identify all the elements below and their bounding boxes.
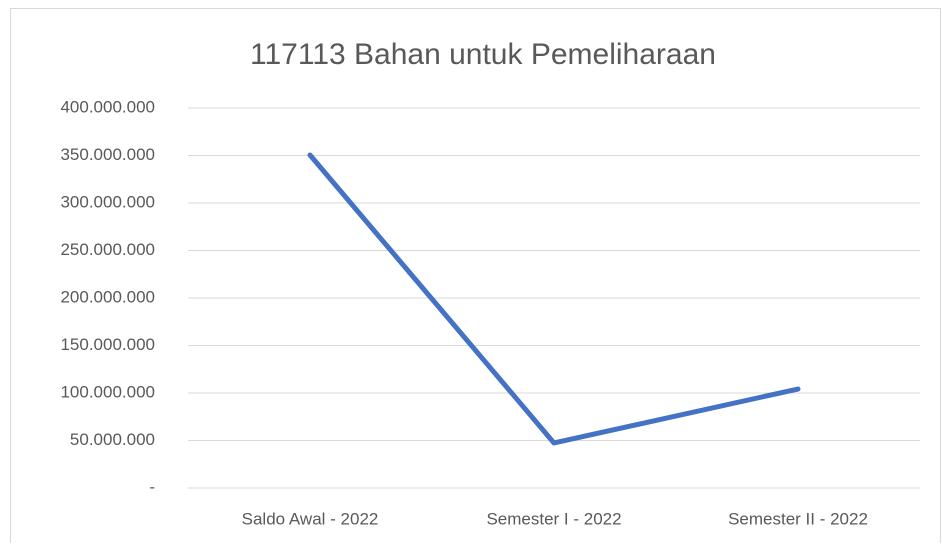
y-tick-label: 300.000.000 xyxy=(60,192,155,211)
x-tick-label: Saldo Awal - 2022 xyxy=(242,509,379,528)
y-tick-label: 200.000.000 xyxy=(60,287,155,306)
y-tick-label: - xyxy=(149,477,155,496)
y-tick-label: 50.000.000 xyxy=(70,430,155,449)
y-tick-label: 350.000.000 xyxy=(60,145,155,164)
x-tick-label: Semester I - 2022 xyxy=(486,509,621,528)
chart-frame xyxy=(10,8,941,548)
y-tick-label: 250.000.000 xyxy=(60,240,155,259)
y-tick-label: 150.000.000 xyxy=(60,335,155,354)
chart-title: 117113 Bahan untuk Pemeliharaan xyxy=(250,38,716,71)
x-tick-label: Semester II - 2022 xyxy=(728,509,868,528)
y-tick-label: 100.000.000 xyxy=(60,382,155,401)
y-tick-label: 400.000.000 xyxy=(60,97,155,116)
line-series xyxy=(307,152,801,446)
